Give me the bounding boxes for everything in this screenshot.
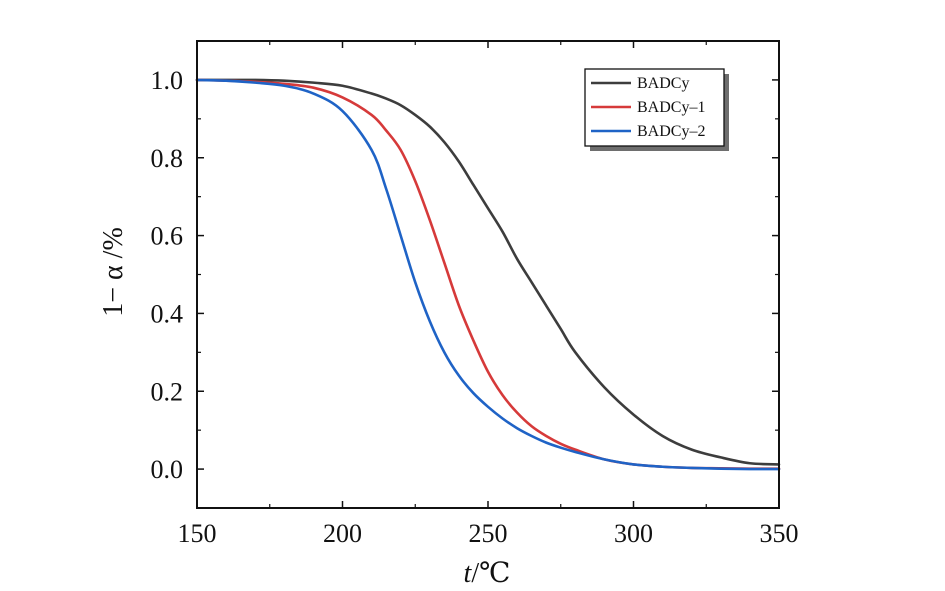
- legend-label: BADCy–2: [637, 123, 705, 140]
- x-axis-title: t/℃: [464, 558, 511, 589]
- legend-label: BADCy: [637, 75, 689, 92]
- x-tick-label: 200: [323, 519, 362, 548]
- plot-frame: [196, 40, 780, 509]
- x-axis-title-unit: /℃: [471, 558, 510, 589]
- y-tick-label: 1.0: [151, 66, 184, 95]
- legend: BADCy BADCy–1 BADCy–2: [584, 68, 729, 151]
- legend-label: BADCy–1: [637, 99, 705, 116]
- plot-border: [196, 40, 780, 509]
- y-tick-label: 0.2: [151, 377, 184, 406]
- x-tick-label: 150: [178, 519, 217, 548]
- y-tick-label: 0.4: [151, 299, 184, 328]
- series-lines: [195, 78, 781, 471]
- series-line-3: [195, 78, 781, 471]
- x-axis-title-italic: t: [464, 558, 473, 589]
- y-axis-title: 1− α /%: [98, 227, 129, 317]
- x-tick-label: 250: [469, 519, 508, 548]
- axes: 150 200 250 300 350 0.0 0.2 0.4 0.6 0.8 1.0: [151, 40, 799, 548]
- x-tick-label: 300: [614, 519, 653, 548]
- series-line-1: [195, 78, 781, 466]
- y-tick-label: 0.6: [151, 222, 184, 251]
- y-tick-label: 0.8: [151, 144, 184, 173]
- x-tick-label: 350: [760, 519, 799, 548]
- y-tick-label: 0.0: [151, 455, 184, 484]
